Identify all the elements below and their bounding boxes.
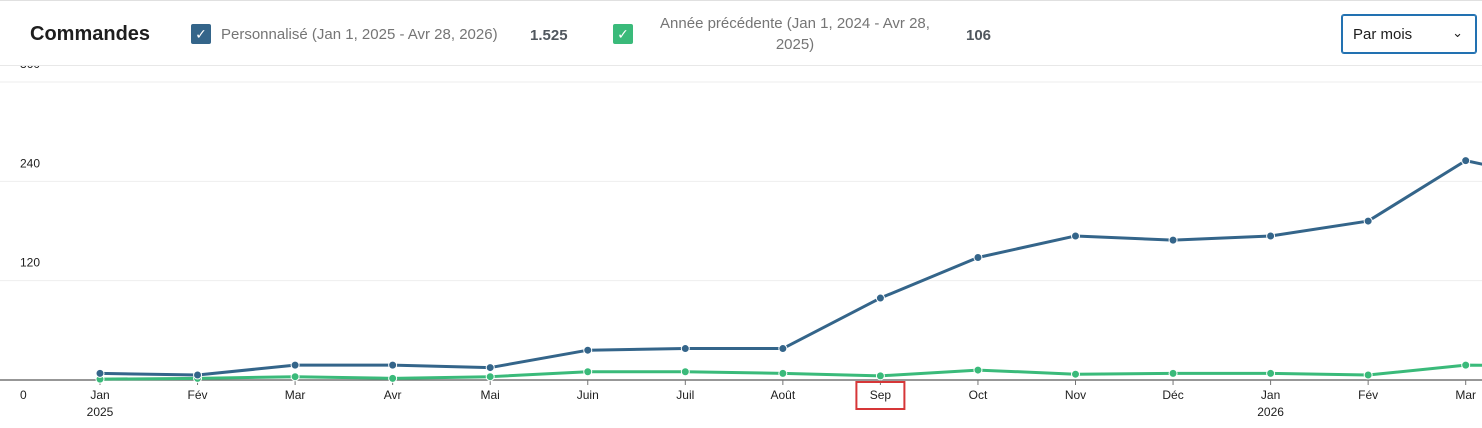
data-point: [290, 372, 300, 382]
x-tick-label: Oct: [969, 388, 988, 402]
data-point: [1071, 231, 1080, 241]
data-point: [875, 293, 885, 303]
x-tick-label: Mar: [1455, 388, 1476, 402]
data-point: [778, 344, 788, 354]
legend-total-current: 1.525: [530, 27, 568, 44]
x-tick-label: Mai: [481, 388, 500, 402]
y-tick-label: 120: [20, 256, 40, 270]
data-point: [973, 252, 983, 262]
y-tick-label: 0: [20, 388, 27, 402]
x-year-label: 2026: [1257, 405, 1284, 419]
y-tick-label: 360: [20, 66, 40, 71]
x-tick-label: Juil: [676, 388, 694, 402]
legend-item-current[interactable]: ✓ Personnalisé (Jan 1, 2025 - Avr 28, 20…: [191, 1, 498, 67]
legend-item-previous[interactable]: ✓: [613, 1, 633, 67]
data-point: [95, 368, 105, 378]
orders-line-chart: 0 120 240 360 Jan Fév Mar Avr Mai Juin Juil Août Sep…: [0, 66, 1482, 419]
legend-label-previous: Année précédente (Jan 1, 2024 - Avr 28, …: [660, 15, 930, 53]
x-tick-label: Sep: [870, 388, 892, 402]
data-point: [485, 372, 495, 382]
data-point: [485, 363, 495, 373]
data-point: [1168, 235, 1178, 245]
x-tick-label: Fév: [188, 388, 208, 402]
x-tick-label: Juin: [577, 388, 599, 402]
data-point: [973, 365, 983, 375]
data-point: [583, 345, 593, 355]
legend-total-previous: 106: [966, 27, 992, 44]
x-tick-label: Fév: [1358, 388, 1378, 402]
data-point: [1363, 370, 1373, 380]
x-tick-label: Déc: [1162, 388, 1183, 402]
x-tick-label: Avr: [384, 388, 402, 402]
data-point: [680, 344, 690, 354]
x-tick-label: Août: [771, 388, 796, 402]
checkmark-icon[interactable]: ✓: [191, 24, 211, 44]
x-year-label: 2025: [87, 405, 114, 419]
data-point: [193, 370, 203, 380]
chart-title: Commandes: [30, 23, 151, 45]
data-point: [680, 367, 690, 377]
x-tick-label: Jan: [90, 388, 109, 402]
interval-select[interactable]: Par mois ⌄: [1342, 15, 1476, 53]
data-point: [1461, 156, 1471, 166]
series-line: [99, 159, 1482, 377]
data-point: [388, 360, 398, 370]
data-point: [1266, 231, 1276, 241]
highlight-box: [855, 381, 906, 410]
x-tick-label: Nov: [1065, 388, 1086, 402]
data-point: [1461, 360, 1471, 370]
chart-header: Commandes ✓ Personnalisé (Jan 1, 2025 - …: [0, 0, 1482, 66]
series-line: [99, 363, 1482, 381]
x-tick-label: Mar: [285, 388, 306, 402]
data-point: [388, 373, 398, 383]
data-point: [583, 367, 593, 377]
data-point: [1266, 368, 1276, 378]
x-tick-label: Jan: [1261, 388, 1280, 402]
data-point: [875, 371, 885, 381]
legend-label-current: Personnalisé (Jan 1, 2025 - Avr 28, 2026…: [221, 25, 498, 43]
interval-select-value: Par mois: [1353, 25, 1413, 43]
data-point: [1168, 368, 1178, 378]
data-point: [778, 368, 788, 378]
data-point: [290, 360, 300, 370]
data-point: [1363, 216, 1373, 226]
chevron-down-icon: ⌄: [1452, 25, 1463, 40]
y-tick-label: 240: [20, 156, 40, 170]
data-point: [1071, 369, 1080, 379]
checkmark-icon[interactable]: ✓: [613, 24, 633, 44]
